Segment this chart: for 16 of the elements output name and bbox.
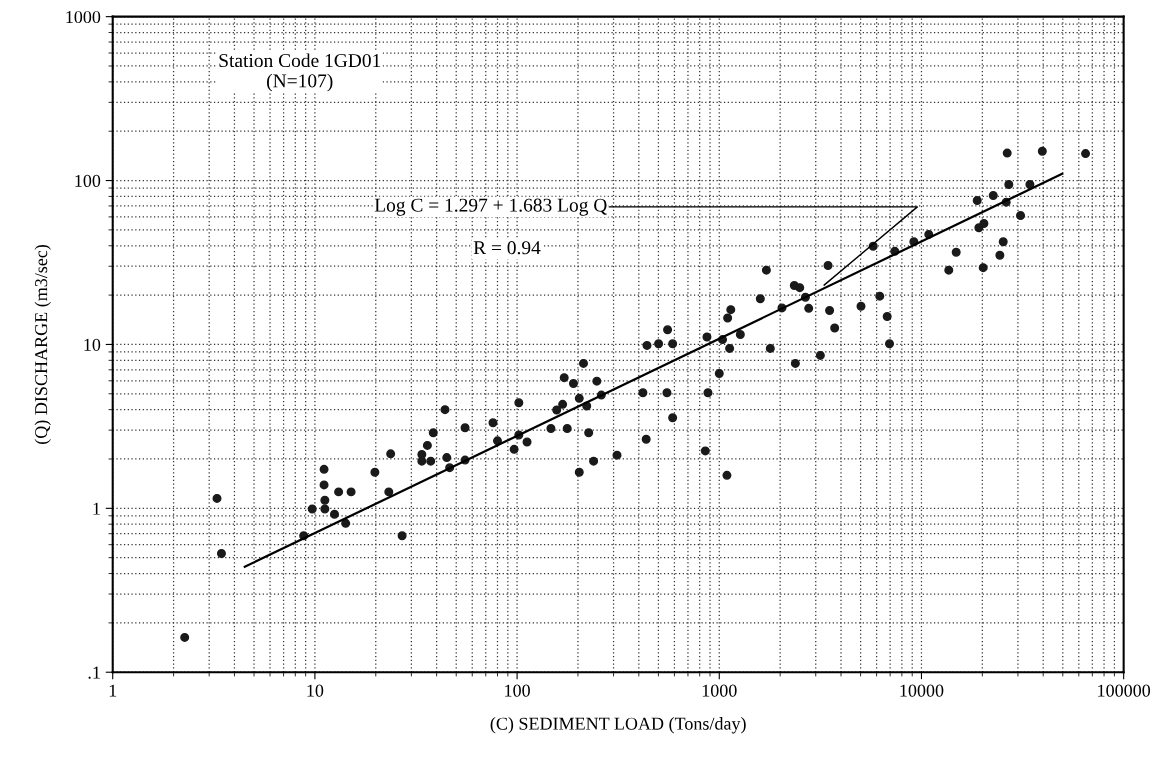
x-tick-label: 100000 [1098,684,1151,697]
x-tick-label: 100 [505,684,530,697]
y-tick-label: .1 [88,666,100,679]
y-tick-label: 1000 [66,10,101,24]
annotation: Station Code 1GD01 (N=107) [219,53,381,92]
annotation: R = 0.94 [473,241,541,255]
y-tick-label: 10 [84,338,101,351]
annotation: Log C = 1.297 + 1.683 Log Q [374,198,608,216]
x-tick-label: 10 [307,684,324,697]
y-tick-label: 1 [93,502,100,515]
y-axis-title: (Q) DISCHARGE (m3/sec) [34,244,51,444]
x-tick-label: 1 [109,684,117,697]
x-tick-label: 10000 [900,684,944,697]
x-axis-title: (C) SEDIMENT LOAD (Tons/day) [490,717,746,734]
x-tick-label: 1000 [702,684,737,697]
y-tick-label: 100 [75,174,101,187]
